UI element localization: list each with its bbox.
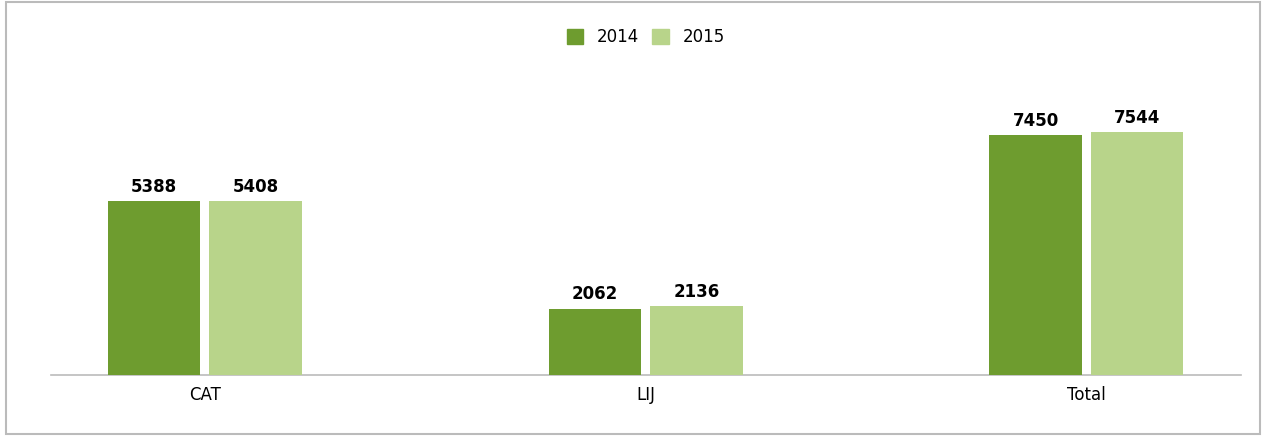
Text: 7450: 7450 [1013,112,1058,130]
Legend: 2014, 2015: 2014, 2015 [560,22,732,53]
Bar [649,306,743,375]
Text: 2062: 2062 [572,285,618,303]
Text: 2136: 2136 [674,283,719,301]
Text: 5388: 5388 [132,178,177,196]
Bar [108,201,200,375]
Bar [548,309,642,375]
Bar [209,201,301,375]
Text: 5408: 5408 [233,177,279,195]
Text: 7544: 7544 [1114,109,1161,127]
Bar [1091,132,1184,375]
Bar [990,135,1082,375]
